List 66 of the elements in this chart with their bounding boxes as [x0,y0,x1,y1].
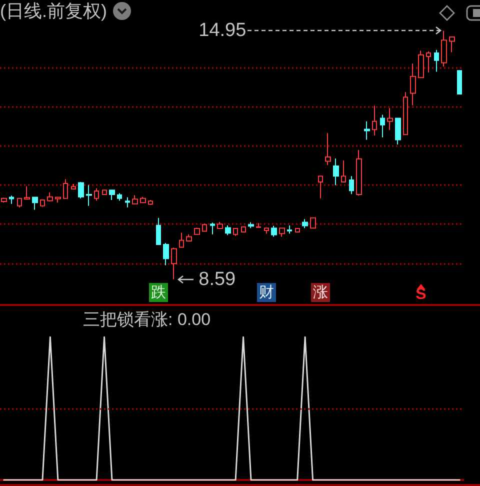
candlestick [372,105,377,136]
candlestick [256,222,261,228]
candlestick [132,194,138,204]
text: 财 [256,283,276,302]
candlestick [202,223,207,232]
candlestick [241,226,246,233]
candlestick [40,199,45,208]
candlestick [71,183,76,190]
candlestick [63,178,68,199]
candlestick [148,199,153,206]
candlestick [295,228,300,233]
candlestick [310,217,316,229]
candlestick [140,196,146,204]
text: 涨 [311,283,330,302]
candlestick [47,192,53,202]
candlestick [9,195,14,204]
candlestick [179,232,184,248]
candlestick [17,198,22,208]
candlestick [364,120,370,140]
candlestick [163,242,169,266]
candlestick [225,224,231,236]
chart-title: 三把锁看涨: 0.00 [83,309,211,330]
candlestick [403,92,408,136]
candlestick [86,184,92,206]
candlestick [302,218,308,229]
candlestick [287,224,292,234]
candlestick [55,196,61,204]
candlestick [264,228,269,234]
candlestick [395,118,401,145]
candlestick [24,186,30,200]
candlestick [318,176,323,199]
candlestick [109,190,115,200]
candlestick [341,160,346,182]
candlestick [210,222,215,235]
candlestick [233,228,238,236]
candlestick [194,227,200,235]
candlestick [102,190,107,196]
candlestick [279,228,285,238]
candlestick [32,196,38,210]
candlestick [441,30,447,68]
candlestick [156,217,161,246]
candlestick [217,221,223,229]
candlestick [94,188,99,202]
candlestick [271,225,277,238]
text: 跌 [148,283,168,302]
y-tick-label: 8.59 [198,268,236,290]
candlestick [186,234,192,242]
candlestick [410,63,416,106]
candlestick [426,50,431,74]
candlestick [418,50,424,78]
candlestick [125,196,130,208]
candlestick [171,247,177,280]
candlestick [333,158,339,186]
candlestick [117,192,122,202]
candlestick [457,70,462,95]
candlestick [380,114,385,138]
candlestick [387,108,393,130]
candlestick [248,222,254,229]
candlestick [356,149,362,196]
candlestick [449,36,455,53]
candlestick [325,132,331,166]
candlestick [434,49,439,72]
chart-title: (日线.前复权) [0,0,107,22]
y-tick-label: 14.95 [198,20,246,42]
candlestick [78,181,84,199]
candlestick [349,176,354,195]
